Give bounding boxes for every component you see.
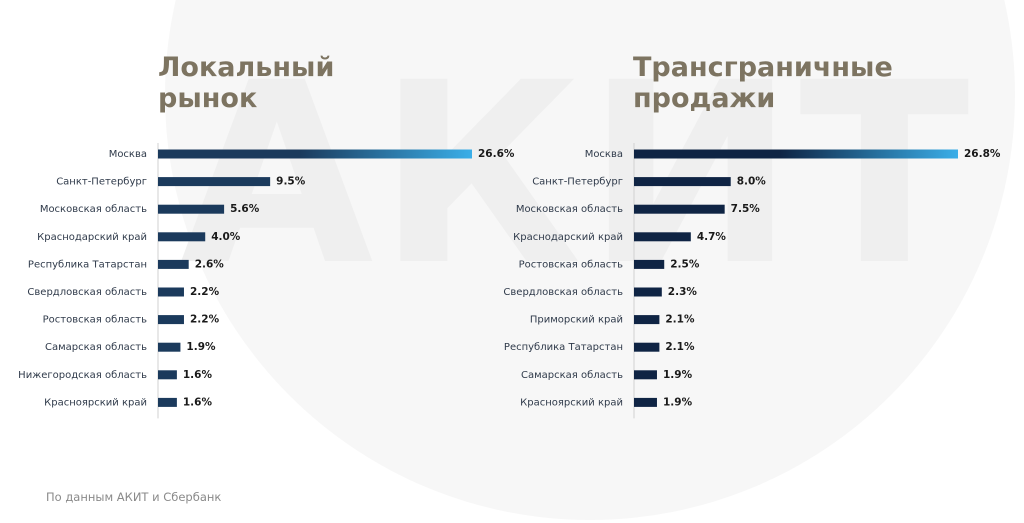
chart-title-crossborder: Трансграничные продажи [633, 52, 1013, 114]
crossborder-bar [634, 342, 660, 352]
crossborder-value-label: 1.9% [663, 396, 693, 408]
crossborder-value-label: 2.5% [670, 258, 700, 270]
local-value-label: 5.6% [230, 203, 260, 215]
chart-title-local: Локальный рынок [158, 52, 538, 114]
local-value-label: 1.9% [186, 341, 216, 353]
crossborder-category-label: Краснодарский край [513, 232, 623, 243]
local-bar [158, 177, 271, 187]
crossborder-category-label: Ростовская область [519, 259, 623, 270]
crossborder-category-label: Республика Татарстан [504, 342, 623, 353]
crossborder-category-label: Московская область [516, 204, 623, 215]
crossborder-bar [634, 315, 660, 325]
crossborder-category-label: Красноярский край [520, 397, 623, 408]
local-bar [158, 287, 184, 297]
crossborder-category-label: Санкт-Петербург [532, 177, 623, 188]
crossborder-category-label: Самарская область [521, 370, 623, 381]
local-value-label: 26.6% [478, 148, 515, 160]
local-category-label: Самарская область [45, 342, 147, 353]
local-bar [158, 259, 189, 269]
crossborder-value-label: 26.8% [964, 148, 1001, 160]
crossborder-bar [634, 232, 691, 242]
local-bar [158, 370, 177, 380]
local-category-label: Краснодарский край [37, 232, 147, 243]
local-category-label: Свердловская область [27, 287, 147, 298]
local-category-label: Красноярский край [44, 397, 147, 408]
crossborder-bar [634, 259, 665, 269]
local-category-label: Нижегородская область [18, 370, 147, 381]
local-bar [158, 397, 177, 407]
local-value-label: 2.2% [190, 314, 220, 326]
crossborder-bar [634, 370, 657, 380]
local-bar [158, 149, 472, 159]
local-value-label: 1.6% [183, 369, 213, 381]
local-market-chart: Москва 26.6% Санкт-Петербург 9.5% Московская… [18, 143, 515, 419]
crossborder-category-label: Приморский край [530, 315, 623, 326]
local-category-label: Москва [109, 149, 147, 160]
local-value-label: 2.6% [195, 258, 225, 270]
crossborder-value-label: 7.5% [731, 203, 761, 215]
crossborder-value-label: 4.7% [697, 231, 727, 243]
crossborder-bar [634, 177, 731, 187]
chart-title-crossborder-line-1: Трансграничные [633, 52, 893, 83]
source-footnote: По данным АКИТ и Сбербанк [46, 490, 222, 504]
local-value-label: 9.5% [276, 176, 306, 188]
crossborder-bar [634, 204, 725, 214]
crossborder-bar [634, 149, 958, 159]
local-category-label: Ростовская область [43, 315, 147, 326]
chart-title-crossborder-line-2: продажи [633, 83, 776, 114]
crossborder-value-label: 2.3% [668, 286, 698, 298]
crossborder-value-label: 1.9% [663, 369, 693, 381]
local-category-label: Республика Татарстан [28, 259, 147, 270]
crossborder-value-label: 2.1% [665, 314, 695, 326]
local-value-label: 4.0% [211, 231, 241, 243]
crossborder-value-label: 2.1% [665, 341, 695, 353]
local-bar [158, 315, 184, 325]
watermark-text: АКИТ [180, 29, 974, 320]
local-bar [158, 342, 181, 352]
local-bar [158, 204, 225, 214]
crossborder-sales-chart: Москва 26.8% Санкт-Петербург 8.0% Московская… [503, 143, 1001, 419]
crossborder-bar [634, 287, 662, 297]
crossborder-category-label: Москва [585, 149, 623, 160]
crossborder-category-label: Свердловская область [503, 287, 623, 298]
local-value-label: 2.2% [190, 286, 220, 298]
crossborder-value-label: 8.0% [737, 176, 767, 188]
local-value-label: 1.6% [183, 396, 213, 408]
local-category-label: Московская область [40, 204, 147, 215]
chart-title-local-line-1: Локальный [158, 52, 335, 83]
local-category-label: Санкт-Петербург [56, 177, 147, 188]
local-bar [158, 232, 206, 242]
crossborder-bar [634, 397, 657, 407]
chart-title-local-line-2: рынок [158, 83, 258, 114]
